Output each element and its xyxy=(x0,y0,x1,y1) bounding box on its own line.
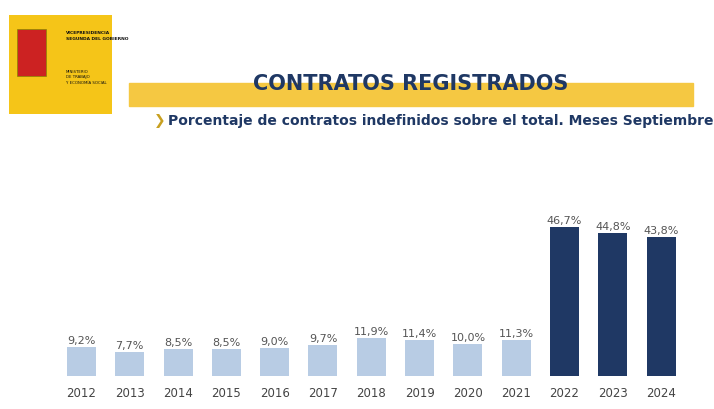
Text: 43,8%: 43,8% xyxy=(643,225,679,235)
Text: VICEPRESIDENCIA
SEGUNDA DEL GOBIERNO: VICEPRESIDENCIA SEGUNDA DEL GOBIERNO xyxy=(66,31,128,40)
Bar xyxy=(550,228,579,376)
Bar xyxy=(67,347,96,376)
Text: 8,5%: 8,5% xyxy=(212,337,241,347)
Bar xyxy=(260,348,289,376)
Text: 9,2%: 9,2% xyxy=(67,335,96,345)
Text: 11,3%: 11,3% xyxy=(498,328,534,338)
Text: 11,9%: 11,9% xyxy=(353,326,389,337)
Bar xyxy=(357,338,386,376)
Text: 10,0%: 10,0% xyxy=(451,333,486,343)
Bar xyxy=(405,340,434,376)
Bar xyxy=(502,340,531,376)
Text: 8,5%: 8,5% xyxy=(164,337,192,347)
Text: Porcentaje de contratos indefinidos sobre el total. Meses Septiembre: Porcentaje de contratos indefinidos sobr… xyxy=(168,114,713,128)
Bar xyxy=(598,234,628,376)
Text: 9,7%: 9,7% xyxy=(308,333,337,344)
Text: 11,4%: 11,4% xyxy=(402,328,437,338)
Text: 46,7%: 46,7% xyxy=(547,216,582,226)
Bar xyxy=(212,349,241,376)
Bar xyxy=(17,30,46,77)
Text: 9,0%: 9,0% xyxy=(261,336,288,346)
Bar xyxy=(164,349,193,376)
Text: ❯: ❯ xyxy=(154,114,165,128)
Text: 44,8%: 44,8% xyxy=(595,222,630,232)
Text: 7,7%: 7,7% xyxy=(116,340,144,350)
Text: CONTRATOS REGISTRADOS: CONTRATOS REGISTRADOS xyxy=(253,74,568,94)
Bar xyxy=(647,237,675,376)
Text: MINISTERIO
DE TRABAJO
Y ECONOMÍA SOCIAL: MINISTERIO DE TRABAJO Y ECONOMÍA SOCIAL xyxy=(66,70,106,84)
Bar xyxy=(453,344,483,376)
Bar xyxy=(115,352,144,376)
Bar xyxy=(308,346,338,376)
